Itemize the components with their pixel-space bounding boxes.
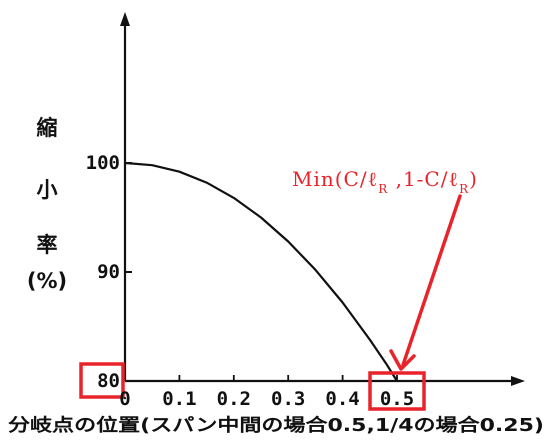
y-axis-label-char: 小 [37, 178, 58, 202]
x-tick-label: 0 [119, 388, 130, 410]
annotation-subscript: R [378, 182, 388, 196]
x-tick-label: 0.1 [162, 388, 196, 410]
annotation-text: Min(C/ℓR ,1-C/ℓR) [292, 167, 478, 196]
x-axis-label: 分岐点の位置(スパン中間の場合0.5,1/4の場合0.25) [8, 415, 544, 436]
x-tick-label: 0.5 [380, 388, 414, 410]
y-tick-label: 90 [97, 261, 120, 283]
y-axis-arrow-icon [120, 12, 130, 26]
annotation-arrow-shaft [401, 194, 462, 367]
series-line [124, 161, 398, 382]
annotation-segment: ,1-C/ℓ [388, 167, 459, 191]
x-tick-highlight-box [368, 371, 426, 411]
y-tick-highlight-box [79, 362, 125, 399]
y-axis-label-char: 縮 [37, 116, 58, 140]
x-axis-arrow-icon [511, 376, 525, 386]
y-axis-label-char: (%) [27, 269, 67, 293]
y-tick-label: 80 [97, 370, 120, 392]
annotation-arrowhead-icon [389, 349, 416, 371]
x-tick-label: 0.4 [325, 388, 359, 410]
annotation-segment: Min(C/ℓ [292, 167, 378, 191]
y-axis-label-char: 率 [37, 233, 58, 257]
annotation-subscript: R [459, 182, 469, 196]
annotation-segment: ) [469, 167, 478, 191]
y-tick-label: 100 [86, 152, 120, 174]
x-tick-label: 0.3 [271, 388, 305, 410]
x-tick-label: 0.2 [217, 388, 251, 410]
